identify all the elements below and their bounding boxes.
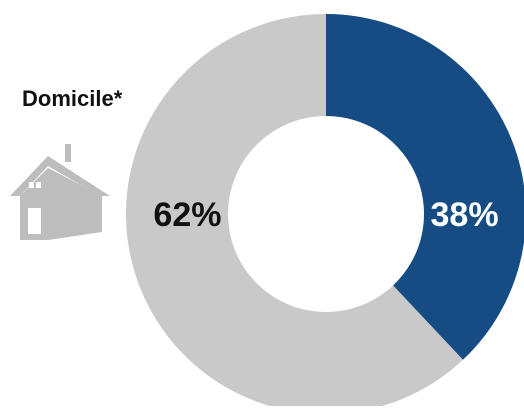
slice-label-2: 62% bbox=[153, 196, 221, 234]
donut-slice-2 bbox=[125, 14, 463, 411]
slice-label-1: 38% bbox=[431, 196, 499, 234]
donut-slice-1 bbox=[326, 14, 524, 360]
house-icon bbox=[8, 140, 112, 244]
legend-label-domicile: Domicile* bbox=[22, 86, 123, 111]
house-icon-shape bbox=[10, 144, 110, 240]
